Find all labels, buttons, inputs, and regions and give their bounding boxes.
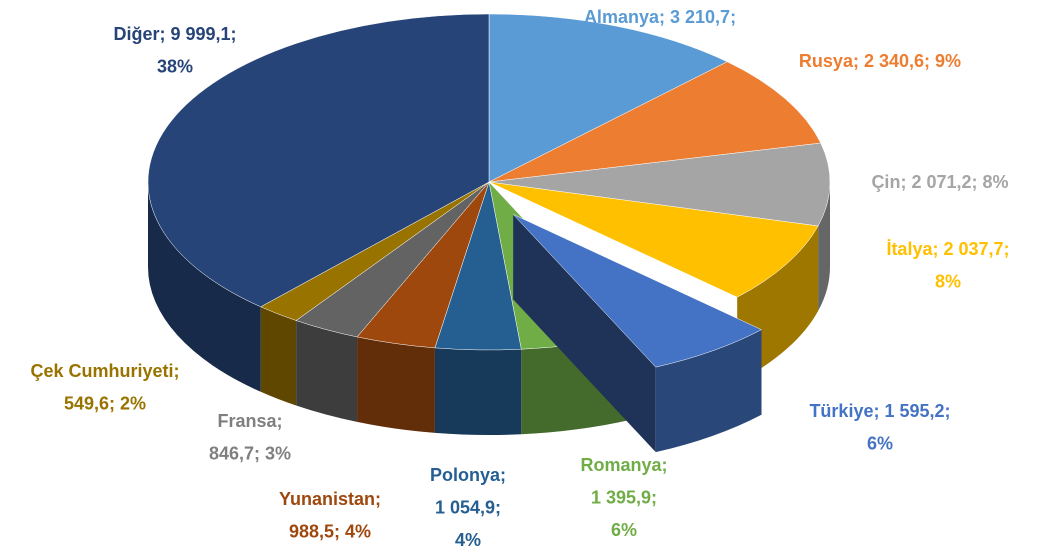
label-part: 9 999,1 — [170, 24, 230, 44]
data-label: 38% — [157, 56, 193, 76]
data-label: Yunanistan; — [279, 489, 381, 509]
slice-side — [260, 306, 297, 406]
slice-side — [434, 347, 522, 435]
data-label: Diğer; 9 999,1; — [113, 24, 236, 44]
label-part: 1 054,9 — [435, 497, 495, 517]
label-part: Polonya — [430, 465, 501, 485]
data-label: Çek Cumhuriyeti; — [30, 361, 179, 381]
slice — [488, 142, 831, 227]
slice-side — [357, 336, 435, 433]
label-part: 8% — [935, 271, 961, 291]
data-label: 8% — [935, 271, 961, 291]
slice — [488, 61, 822, 183]
label-part: Almanya — [584, 7, 660, 27]
label-part: 2 340,6 — [864, 51, 924, 71]
label-separator: ; — [277, 411, 283, 431]
label-separator: ; — [932, 239, 938, 259]
label-part: 1 595,2 — [884, 401, 944, 421]
data-label: 988,5; 4% — [289, 521, 371, 541]
data-label: 846,7; 3% — [209, 443, 291, 463]
data-label: Romanya; — [580, 455, 667, 475]
data-label: Almanya; 3 210,7; — [584, 7, 736, 27]
label-part: 988,5 — [289, 521, 334, 541]
label-part: 3 210,7 — [670, 7, 730, 27]
label-separator: ; — [254, 443, 260, 463]
label-part: 12% — [642, 39, 678, 59]
label-part: Fransa — [217, 411, 277, 431]
data-label: Polonya; — [430, 465, 506, 485]
label-part: 3% — [265, 443, 291, 463]
slice-side — [818, 182, 830, 311]
data-label: 1 395,9; — [591, 487, 657, 507]
label-separator: ; — [651, 487, 657, 507]
label-part: Yunanistan — [279, 489, 375, 509]
label-separator: ; — [659, 7, 665, 27]
label-part: Diğer — [113, 24, 159, 44]
label-part: 6% — [867, 433, 893, 453]
label-separator: ; — [334, 521, 340, 541]
label-separator: ; — [730, 7, 736, 27]
label-separator: ; — [495, 497, 501, 517]
label-part: 846,7 — [209, 443, 254, 463]
slice-face — [513, 214, 656, 453]
data-label: Rusya; 2 340,6; 9% — [799, 51, 961, 71]
label-part: 4% — [345, 521, 371, 541]
data-label: 4% — [455, 530, 481, 550]
label-part: Çin — [871, 172, 900, 192]
data-label: 549,6; 2% — [64, 393, 146, 413]
label-separator: ; — [159, 24, 165, 44]
slice-side — [148, 182, 261, 392]
slice — [488, 13, 728, 183]
label-separator: ; — [1004, 239, 1010, 259]
label-separator: ; — [853, 51, 859, 71]
data-label: 6% — [867, 433, 893, 453]
label-separator: ; — [972, 172, 978, 192]
data-label: Fransa; — [217, 411, 282, 431]
label-separator: ; — [945, 401, 951, 421]
label-part: 6% — [611, 520, 637, 540]
slice — [513, 214, 763, 368]
slice — [488, 181, 819, 298]
data-label: İtalya; 2 037,7; — [886, 239, 1009, 259]
label-separator: ; — [174, 361, 180, 381]
slice-side — [296, 320, 358, 422]
label-part: İtalya — [886, 239, 933, 259]
data-label: Türkiye; 1 595,2; — [809, 401, 950, 421]
label-separator: ; — [109, 393, 115, 413]
label-separator: ; — [924, 51, 930, 71]
label-separator: ; — [231, 24, 237, 44]
label-part: 4% — [455, 530, 481, 550]
label-part: Romanya — [580, 455, 662, 475]
label-part: 2 071,2 — [911, 172, 971, 192]
label-part: 8% — [983, 172, 1009, 192]
data-label: Çin; 2 071,2; 8% — [871, 172, 1008, 192]
data-label: 12% — [642, 39, 678, 59]
label-part: 38% — [157, 56, 193, 76]
data-label: 1 054,9; — [435, 497, 501, 517]
label-separator: ; — [873, 401, 879, 421]
label-part: 9% — [935, 51, 961, 71]
label-separator: ; — [375, 489, 381, 509]
label-separator: ; — [900, 172, 906, 192]
label-separator: ; — [662, 455, 668, 475]
label-part: Çek Cumhuriyeti — [30, 361, 173, 381]
slice — [147, 13, 490, 308]
label-part: 549,6 — [64, 393, 109, 413]
label-part: Türkiye — [809, 401, 873, 421]
slice-side — [655, 329, 762, 453]
label-part: 1 395,9 — [591, 487, 651, 507]
label-part: 2% — [120, 393, 146, 413]
label-separator: ; — [500, 465, 506, 485]
data-label: 6% — [611, 520, 637, 540]
label-part: 2 037,7 — [943, 239, 1003, 259]
label-part: Rusya — [799, 51, 854, 71]
